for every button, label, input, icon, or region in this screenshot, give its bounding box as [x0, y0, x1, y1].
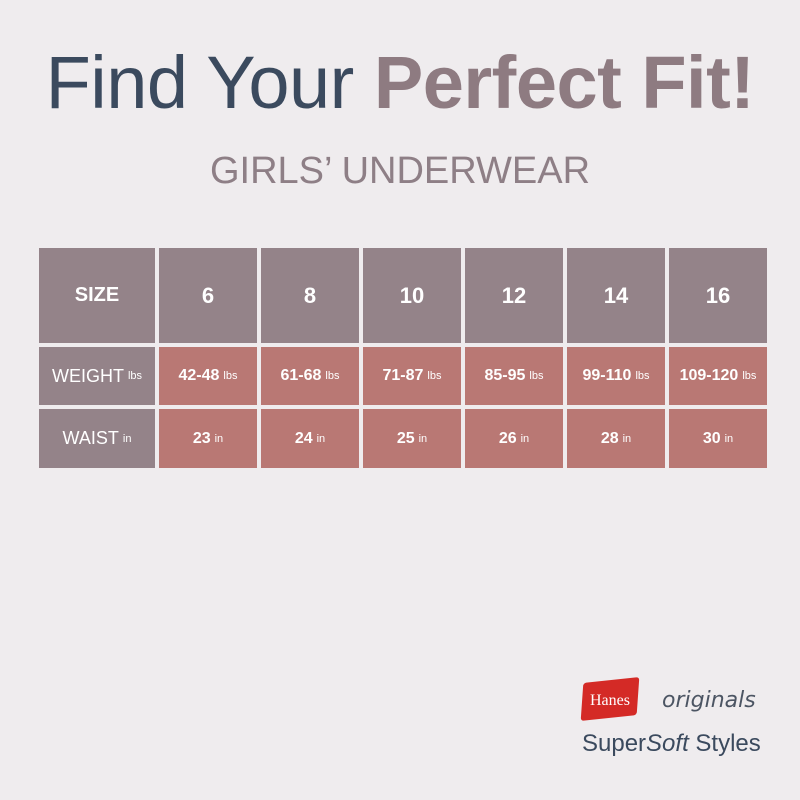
size-column-header: 6 — [159, 248, 257, 343]
weight-value: 99-110 — [582, 367, 632, 384]
weight-unit: lbs — [223, 370, 238, 382]
weight-value: 71-87 — [382, 367, 424, 384]
weight-cell: 61-68 lbs — [261, 347, 359, 405]
waist-value: 24 — [294, 429, 313, 447]
waist-value: 23 — [192, 429, 211, 447]
waist-unit: in — [622, 432, 632, 445]
size-column-header: 8 — [261, 248, 359, 343]
size-column-header: 16 — [669, 248, 767, 343]
waist-unit: in — [122, 432, 132, 445]
weight-row-label: WEIGHT lbs — [39, 347, 155, 405]
waist-value: 25 — [396, 429, 415, 447]
title-part2: Perfect Fit! — [373, 41, 755, 124]
weight-label: WEIGHT — [51, 365, 124, 386]
weight-unit: lbs — [127, 370, 143, 382]
size-value: 8 — [303, 282, 317, 308]
weight-value: 42-48 — [178, 367, 220, 384]
size-column-header: 14 — [567, 248, 665, 343]
waist-unit: in — [418, 432, 428, 445]
size-label: SIZE — [74, 284, 120, 306]
weight-value: 61-68 — [280, 367, 322, 384]
size-value: 12 — [501, 282, 527, 308]
waist-value: 26 — [498, 429, 517, 447]
waist-cell: 28 in — [567, 409, 665, 468]
size-value: 10 — [399, 282, 425, 308]
page-title: Find Your Perfect Fit! — [0, 40, 800, 125]
waist-value: 28 — [600, 429, 619, 447]
waist-unit: in — [724, 432, 734, 445]
weight-value: 109-120 — [679, 367, 739, 384]
size-column-header: 12 — [465, 248, 563, 343]
title-part1: Find Your — [45, 41, 374, 124]
weight-cell: 42-48 lbs — [159, 347, 257, 405]
waist-cell: 25 in — [363, 409, 461, 468]
subtitle: GIRLS’ UNDERWEAR — [209, 150, 591, 192]
size-value: 14 — [603, 282, 629, 308]
size-value: 6 — [201, 282, 215, 308]
weight-cell: 85-95 lbs — [465, 347, 563, 405]
weight-unit: lbs — [742, 370, 757, 382]
waist-value: 30 — [702, 429, 721, 447]
waist-unit: in — [520, 432, 530, 445]
weight-unit: lbs — [427, 370, 442, 382]
weight-unit: lbs — [325, 370, 340, 382]
originals-label: originals — [662, 688, 756, 713]
waist-cell: 30 in — [669, 409, 767, 468]
size-chart-table: SIZE 6 8 10 12 14 16 WEIGHT lbs 42-48 lbs 61-68 lbs 7… — [39, 248, 767, 468]
hanes-brand: Hanes — [590, 692, 630, 709]
tagline-a: SuperSoft — [582, 730, 689, 757]
tagline: SuperSoft Styles — [582, 730, 761, 758]
weight-value: 85-95 — [484, 367, 526, 384]
tagline-b: Styles — [688, 730, 761, 757]
weight-unit: lbs — [635, 370, 650, 382]
size-header: SIZE — [39, 248, 155, 343]
waist-unit: in — [316, 432, 326, 445]
waist-cell: 23 in — [159, 409, 257, 468]
waist-cell: 26 in — [465, 409, 563, 468]
waist-row-label: WAIST in — [39, 409, 155, 468]
weight-cell: 99-110 lbs — [567, 347, 665, 405]
weight-cell: 109-120 lbs — [669, 347, 767, 405]
weight-cell: 71-87 lbs — [363, 347, 461, 405]
waist-unit: in — [214, 432, 224, 445]
waist-label: WAIST — [62, 428, 119, 448]
weight-unit: lbs — [529, 370, 544, 382]
waist-cell: 24 in — [261, 409, 359, 468]
size-column-header: 10 — [363, 248, 461, 343]
size-value: 16 — [705, 282, 731, 308]
